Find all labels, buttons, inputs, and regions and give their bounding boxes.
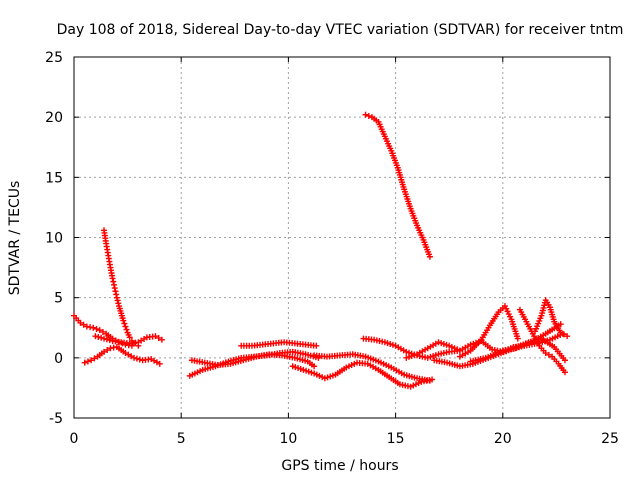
data-point [93,325,100,332]
x-tick-label: 25 [601,431,619,447]
data-point [84,358,91,365]
data-point [545,351,552,358]
data-point [80,321,87,328]
data-point [99,328,106,335]
data-point [426,253,433,260]
x-axis-label: GPS time / hours [281,458,398,474]
data-point [557,321,564,328]
data-point [133,355,140,362]
x-tick-label: 10 [279,431,297,447]
data-point [560,331,567,338]
data-point [122,323,129,330]
x-tick-label: 5 [177,431,186,447]
data-point [110,278,117,285]
data-point [362,111,369,118]
data-point [112,288,119,295]
data-point [131,354,138,361]
data-point [114,297,121,304]
x-tick-label: 20 [494,431,512,447]
data-point [113,291,120,298]
data-point [156,360,163,367]
x-tick-label: 15 [387,431,405,447]
data-point [136,356,143,363]
data-point [106,337,113,344]
data-marks [71,111,571,390]
data-point [95,333,102,340]
data-point [101,335,108,342]
y-tick-label: -5 [49,411,63,427]
data-point [564,333,571,340]
data-point [561,357,568,364]
data-point [90,324,97,331]
axis-ticks: 0 5 10 15 20 25 -5 0 5 10 15 20 25 [45,50,619,447]
data-point [103,336,110,343]
data-point [426,377,433,384]
data-point [121,320,128,327]
data-point [561,369,568,376]
data-point [101,348,108,355]
data-point [152,333,159,340]
y-tick-label: 15 [45,170,63,186]
y-tick-label: 25 [45,50,63,66]
grid-lines [74,57,610,418]
chart-title: Day 108 of 2018, Sidereal Day-to-day VTE… [57,22,624,38]
data-point [365,112,372,119]
data-point [311,363,318,370]
data-point [113,294,120,301]
data-point [104,347,111,354]
data-point [81,359,88,366]
data-point [313,342,320,349]
data-point [111,285,118,292]
data-point [92,333,99,340]
data-point [91,355,98,362]
x-tick-label: 0 [70,431,79,447]
data-point [111,281,118,288]
data-point [96,327,103,334]
y-tick-label: 20 [45,110,63,126]
data-point [158,336,165,343]
data-point [88,357,95,364]
y-axis-label: SDTVAR / TECUs [7,181,23,296]
data-point [120,317,127,324]
data-point [123,326,130,333]
data-point [542,350,549,357]
y-tick-label: 0 [54,351,63,367]
data-point [126,334,133,341]
y-tick-label: 10 [45,231,63,247]
data-point [115,300,122,307]
data-point [155,334,162,341]
y-tick-label: 5 [54,291,63,307]
data-point [77,319,84,326]
data-point [98,334,105,341]
data-point [514,335,521,342]
data-point [557,329,564,336]
data-point [109,275,116,282]
